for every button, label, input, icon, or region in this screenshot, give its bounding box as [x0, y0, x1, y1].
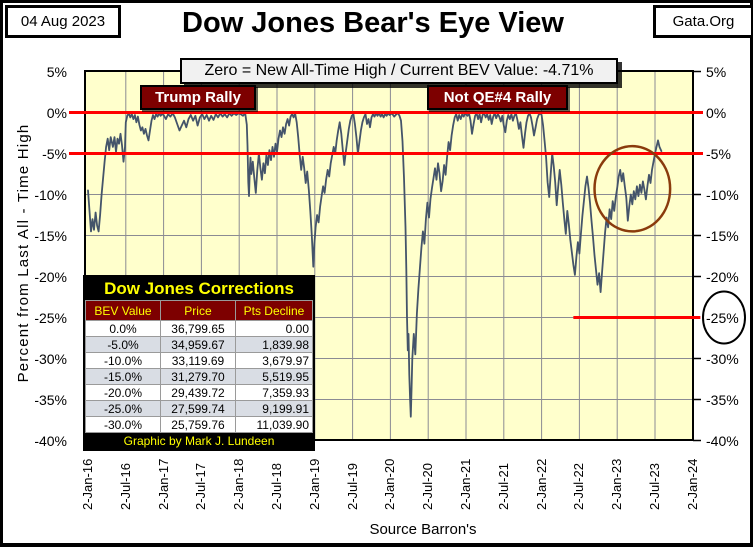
table-column-header: Pts Decline — [234, 300, 314, 321]
y-tick-label-left: 0% — [46, 104, 67, 121]
corrections-table-title: Dow Jones Corrections — [85, 277, 313, 300]
y-tick-label-left: -20% — [34, 268, 67, 285]
y-tick-label-right: -30% — [706, 350, 739, 367]
y-tick-label-left: -30% — [34, 350, 67, 367]
corrections-table-grid: BEV Value Price Pts Decline 0.0% 36,799.65 0… — [85, 300, 314, 433]
table-row: -15.0% 31,279.70 5,519.95 — [85, 368, 314, 385]
x-tick-label: 2-Jan-22 — [533, 458, 549, 510]
table-cell: 0.0% — [85, 320, 161, 337]
x-tick-label: 2-Jan-23 — [609, 458, 625, 510]
x-tick-label: 2-Jul-22 — [571, 463, 587, 510]
table-cell: 5,519.95 — [234, 368, 314, 385]
table-row: -5.0% 34,959.67 1,839.98 — [85, 336, 314, 353]
table-row: -30.0% 25,759.76 11,039.90 — [85, 416, 314, 433]
date-label: 04 Aug 2023 — [20, 13, 106, 30]
table-cell: -25.0% — [85, 400, 161, 417]
y-tick-label-left: 5% — [46, 63, 67, 80]
y-tick-label-left: -5% — [42, 145, 67, 162]
corrections-table: Dow Jones Corrections BEV Value Price Pts … — [83, 275, 315, 451]
table-row: -20.0% 29,439.72 7,359.93 — [85, 384, 314, 401]
table-column-header: BEV Value — [85, 300, 161, 321]
table-cell: 33,119.69 — [159, 352, 236, 369]
y-tick-label-right: -15% — [706, 227, 739, 244]
source-label: Source Barron's — [369, 521, 477, 538]
table-cell: 11,039.90 — [234, 416, 314, 433]
corrections-table-footer: Graphic by Mark J. Lundeen — [85, 433, 313, 449]
table-cell: 29,439.72 — [159, 384, 236, 401]
y-tick-label-left: -25% — [34, 309, 67, 326]
x-tick-label: 2-Jan-16 — [80, 458, 95, 510]
trump-rally-annotation: Trump Rally — [140, 85, 256, 110]
x-tick-label: 2-Jan-20 — [382, 458, 398, 510]
x-tick-label: 2-Jan-21 — [458, 458, 473, 510]
y-tick-label-right: -10% — [706, 186, 739, 203]
table-row: -25.0% 27,599.74 9,199.91 — [85, 400, 314, 417]
table-cell: -10.0% — [85, 352, 161, 369]
table-cell: -15.0% — [85, 368, 161, 385]
y-tick-label-right: -25% — [706, 309, 739, 326]
x-tick-label: 2-Jan-24 — [684, 458, 700, 510]
table-cell: 3,679.97 — [234, 352, 314, 369]
x-tick-label: 2-Jul-18 — [269, 463, 284, 510]
table-cell: 1,839.98 — [234, 336, 314, 353]
table-cell: -30.0% — [85, 416, 161, 433]
x-tick-label: 2-Jul-16 — [117, 463, 133, 510]
x-tick-label: 2-Jan-18 — [231, 458, 247, 510]
table-cell: -5.0% — [85, 336, 161, 353]
y-tick-label-left: -15% — [34, 227, 67, 244]
y-tick-label-left: -10% — [34, 186, 67, 203]
subtitle-box: Zero = New All-Time High / Current BEV V… — [180, 58, 618, 84]
x-tick-label: 2-Jul-21 — [495, 463, 511, 510]
table-cell: 31,279.70 — [159, 368, 236, 385]
x-tick-label: 2-Jul-19 — [344, 463, 360, 510]
y-tick-label-right: -5% — [706, 145, 731, 162]
x-tick-label: 2-Jul-17 — [193, 463, 209, 510]
x-tick-label: 2-Jan-17 — [155, 458, 171, 510]
table-cell: 36,799.65 — [159, 320, 236, 337]
y-tick-label-right: -35% — [706, 391, 739, 408]
page-title: Dow Jones Bear's Eye View — [182, 7, 564, 39]
table-row: 0.0% 36,799.65 0.00 — [85, 320, 314, 337]
gata-org-box: Gata.Org — [653, 5, 753, 38]
y-tick-label-left: -40% — [34, 432, 67, 449]
y-tick-label-right: 0% — [706, 104, 727, 121]
table-cell: 7,359.93 — [234, 384, 314, 401]
x-tick-label: 2-Jul-23 — [647, 463, 662, 510]
table-cell: 9,199.91 — [234, 400, 314, 417]
table-row: -10.0% 33,119.69 3,679.97 — [85, 352, 314, 369]
table-cell: 27,599.74 — [159, 400, 236, 417]
table-cell: -20.0% — [85, 384, 161, 401]
not-qe4-rally-annotation: Not QE#4 Rally — [427, 85, 568, 110]
y-tick-label-right: -40% — [706, 432, 739, 449]
table-cell: 25,759.76 — [159, 416, 236, 433]
y-tick-label-right: 5% — [706, 63, 727, 80]
y-tick-label-right: -20% — [706, 268, 739, 285]
gata-org-label: Gata.Org — [672, 13, 735, 30]
x-tick-label: 2-Jul-20 — [420, 463, 436, 510]
table-cell: 0.00 — [234, 320, 314, 337]
table-cell: 34,959.67 — [159, 336, 236, 353]
date-box: 04 Aug 2023 — [5, 5, 121, 38]
x-tick-label: 2-Jan-19 — [306, 458, 322, 510]
y-tick-label-left: -35% — [34, 391, 67, 408]
table-column-header: Price — [159, 300, 236, 321]
